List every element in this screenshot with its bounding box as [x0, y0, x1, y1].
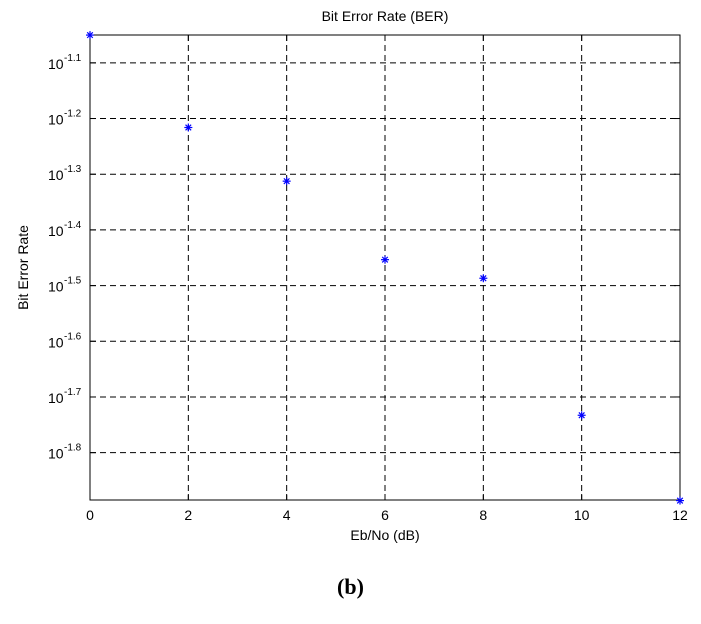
data-point — [86, 31, 94, 40]
y-tick-label-base: 10 — [48, 112, 64, 128]
y-tick-label-base: 10 — [48, 223, 64, 239]
y-tick-label-base: 10 — [48, 167, 64, 183]
data-point — [577, 411, 586, 420]
x-tick-label: 6 — [381, 507, 389, 523]
data-point — [282, 177, 291, 186]
y-tick-label-exponent: -1.7 — [64, 387, 82, 398]
data-point — [676, 496, 684, 505]
figure-caption: (b) — [337, 574, 364, 599]
data-point — [184, 123, 193, 132]
y-tick-label-exponent: -1.8 — [64, 443, 82, 454]
y-tick-label-exponent: -1.1 — [64, 53, 82, 64]
y-tick-label-base: 10 — [48, 56, 64, 72]
x-tick-label: 2 — [184, 507, 192, 523]
y-tick-label-exponent: -1.4 — [64, 220, 82, 231]
y-tick-label-exponent: -1.5 — [64, 276, 82, 287]
data-point — [381, 255, 389, 264]
x-tick-label: 4 — [283, 507, 291, 523]
data-point — [479, 274, 488, 283]
y-tick-label-base: 10 — [48, 446, 64, 462]
x-tick-label: 8 — [479, 507, 487, 523]
x-tick-label: 12 — [672, 507, 688, 523]
y-tick-label-base: 10 — [48, 390, 64, 406]
y-tick-label-base: 10 — [48, 279, 64, 295]
y-axis-label: Bit Error Rate — [15, 225, 31, 310]
x-axis-label: Eb/No (dB) — [350, 527, 419, 543]
y-tick-label-exponent: -1.6 — [64, 331, 82, 342]
x-tick-label: 10 — [574, 507, 590, 523]
y-tick-label-exponent: -1.2 — [64, 109, 82, 120]
y-tick-label-exponent: -1.3 — [64, 164, 82, 175]
y-tick-label-base: 10 — [48, 334, 64, 350]
chart-title: Bit Error Rate (BER) — [322, 8, 449, 24]
x-tick-label: 0 — [86, 507, 94, 523]
